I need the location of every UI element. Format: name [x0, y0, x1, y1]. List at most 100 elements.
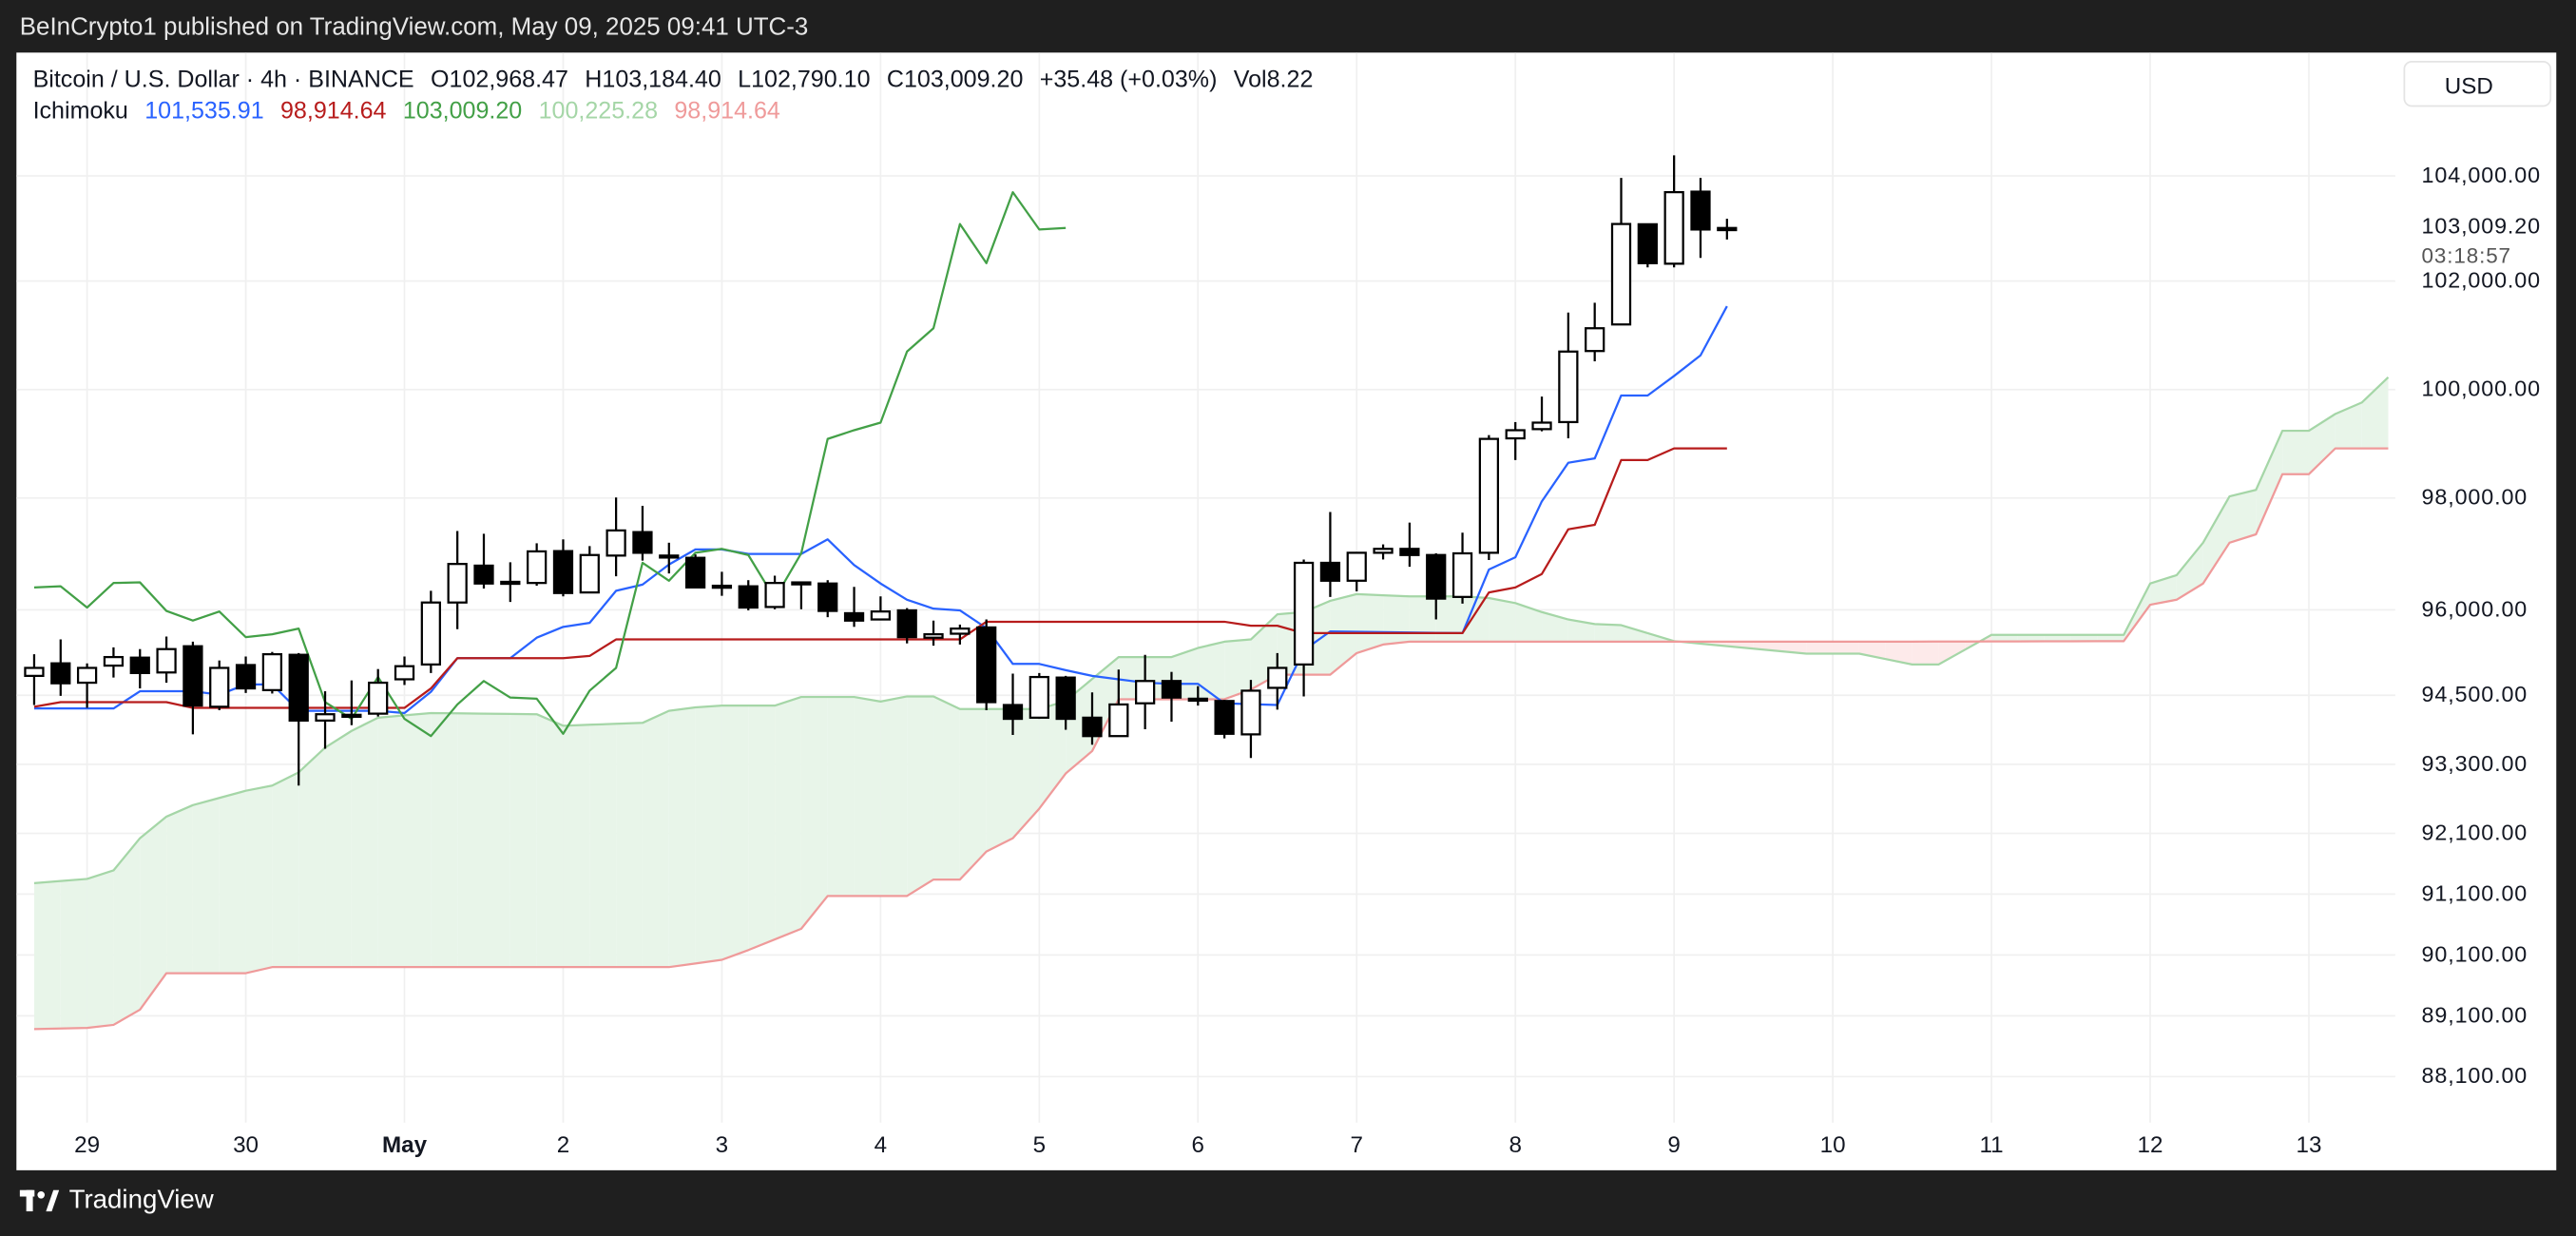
- ichimoku-cloud-segment: [1198, 641, 1225, 700]
- ichimoku-cloud-segment: [1515, 603, 1543, 642]
- candle-body-up: [1373, 548, 1394, 554]
- indicator-legend: Ichimoku 101,535.91 98,914.64 103,009.20…: [33, 99, 791, 126]
- ichimoku-cloud-segment: [2308, 414, 2336, 474]
- candle-body-up: [1346, 551, 1367, 582]
- candle-body-up: [1717, 226, 1738, 232]
- candle-body-up: [315, 713, 336, 722]
- ichimoku-cloud-segment: [721, 705, 749, 960]
- candle-body-down: [1399, 548, 1420, 556]
- candle-body-down: [1319, 561, 1341, 582]
- candle-body-up: [923, 633, 944, 639]
- candle-body-down: [129, 656, 150, 674]
- ichimoku-cloud-segment: [457, 713, 484, 968]
- ichimoku-cloud-segment: [298, 747, 326, 968]
- leading-span-b-line: [33, 447, 2389, 1031]
- ichimoku-cloud-segment: [1462, 596, 1490, 642]
- candle-body-down: [738, 585, 759, 609]
- ichimoku-cloud-segment: [1542, 611, 1568, 642]
- ichimoku-cloud-segment: [2202, 496, 2230, 584]
- price-change: +35.48 (+0.03%): [1039, 67, 1218, 94]
- ichimoku-cloud-segment: [1938, 641, 1966, 665]
- indicator-name[interactable]: Ichimoku: [32, 98, 128, 126]
- candle-body-down: [1637, 222, 1658, 264]
- base-line: [33, 447, 1727, 709]
- candle-body-down: [632, 531, 653, 554]
- candle-body-down: [1082, 716, 1103, 738]
- price-tick-label: 100,000.00: [2421, 376, 2541, 401]
- candle-body-down: [288, 653, 309, 722]
- candle-body-down: [1002, 704, 1024, 721]
- candle-body-down: [684, 556, 706, 589]
- candle-body-up: [420, 601, 441, 666]
- footer-brand: TradingView: [19, 1187, 214, 1216]
- candle-body-up: [950, 628, 971, 635]
- ichimoku-cloud-segment: [1912, 641, 1939, 665]
- currency-button[interactable]: USD: [2403, 60, 2552, 107]
- ichimoku-cloud-segment: [1356, 593, 1384, 653]
- ichimoku-cloud-segment: [1806, 641, 1834, 654]
- ichimoku-cloud-segment: [509, 713, 537, 968]
- time-tick-label: 4: [874, 1130, 888, 1158]
- candle-body-up: [261, 652, 283, 691]
- candle-body-up: [447, 563, 468, 604]
- ohlc-open: O102,968.47: [431, 67, 568, 94]
- time-tick-label: 29: [74, 1130, 101, 1158]
- ohlc-high: H103,184.40: [585, 67, 721, 94]
- price-tick-label: 94,500.00: [2421, 682, 2528, 707]
- ichimoku-cloud-segment: [563, 724, 590, 968]
- ichimoku-cloud-segment: [87, 870, 114, 1029]
- time-tick-label: 11: [1979, 1130, 2004, 1158]
- ichimoku-cloud-segment: [986, 708, 1013, 852]
- ichimoku-span-a-value: 100,225.28: [538, 98, 659, 126]
- ichimoku-cloud-segment: [827, 697, 855, 897]
- ichimoku-cloud-segment: [2017, 634, 2045, 642]
- ichimoku-cloud-segment: [616, 723, 643, 968]
- ichimoku-cloud-segment: [933, 696, 960, 880]
- ichimoku-cloud-segment: [1224, 639, 1251, 700]
- price-tick-label: 98,000.00: [2421, 484, 2528, 510]
- time-tick-label: 9: [1667, 1130, 1681, 1158]
- candle-body-down: [552, 550, 574, 594]
- candle-body-up: [1610, 222, 1632, 326]
- time-tick-label: 5: [1032, 1130, 1047, 1158]
- candle-body-up: [1028, 675, 1049, 719]
- symbol-title[interactable]: Bitcoin / U.S. Dollar · 4h · BINANCE: [32, 67, 414, 94]
- candle-body-up: [341, 713, 362, 719]
- ichimoku-cloud-segment: [1435, 596, 1463, 642]
- price-tick-label: 102,000.00: [2421, 267, 2541, 293]
- time-tick-label: 30: [233, 1130, 260, 1158]
- time-tick-label: 12: [2137, 1130, 2163, 1158]
- price-tick-label: 89,100.00: [2421, 1002, 2528, 1028]
- ichimoku-cloud-segment: [1383, 595, 1410, 645]
- ichimoku-cloud-segment: [1489, 598, 1516, 642]
- ichimoku-cloud-segment: [483, 713, 510, 968]
- candle-body-up: [1558, 350, 1579, 424]
- candle-body-up: [1187, 697, 1208, 703]
- lagging-span-line: [33, 190, 1067, 738]
- ichimoku-conversion-value: 101,535.91: [144, 98, 264, 126]
- price-tick-label: 104,000.00: [2421, 163, 2541, 188]
- candle-body-up: [1663, 190, 1684, 265]
- brand-name: TradingView: [68, 1187, 214, 1215]
- time-tick-label: 7: [1350, 1130, 1363, 1158]
- ichimoku-cloud-segment: [907, 696, 934, 897]
- volume: Vol8.22: [1233, 67, 1314, 94]
- ichimoku-cloud-segment: [854, 697, 881, 897]
- candle-body-up: [1240, 689, 1261, 736]
- time-tick-label: 8: [1509, 1130, 1522, 1158]
- ichimoku-cloud-segment: [1409, 596, 1436, 642]
- candle-body-down: [817, 582, 838, 612]
- symbol-legend: Bitcoin / U.S. Dollar · 4h · BINANCE O10…: [33, 68, 1323, 94]
- ichimoku-cloud-segment: [2044, 634, 2071, 642]
- candle-body-up: [156, 647, 177, 674]
- ichimoku-cloud-segment: [2176, 542, 2203, 600]
- ichimoku-cloud-segment: [668, 706, 696, 968]
- candle-body-down: [1161, 680, 1182, 699]
- ichimoku-cloud-segment: [1726, 641, 1754, 649]
- candle-body-down: [843, 611, 865, 622]
- ichimoku-cloud-segment: [272, 772, 299, 968]
- candle-body-down: [1426, 553, 1447, 600]
- ichimoku-cloud-segment: [245, 785, 273, 974]
